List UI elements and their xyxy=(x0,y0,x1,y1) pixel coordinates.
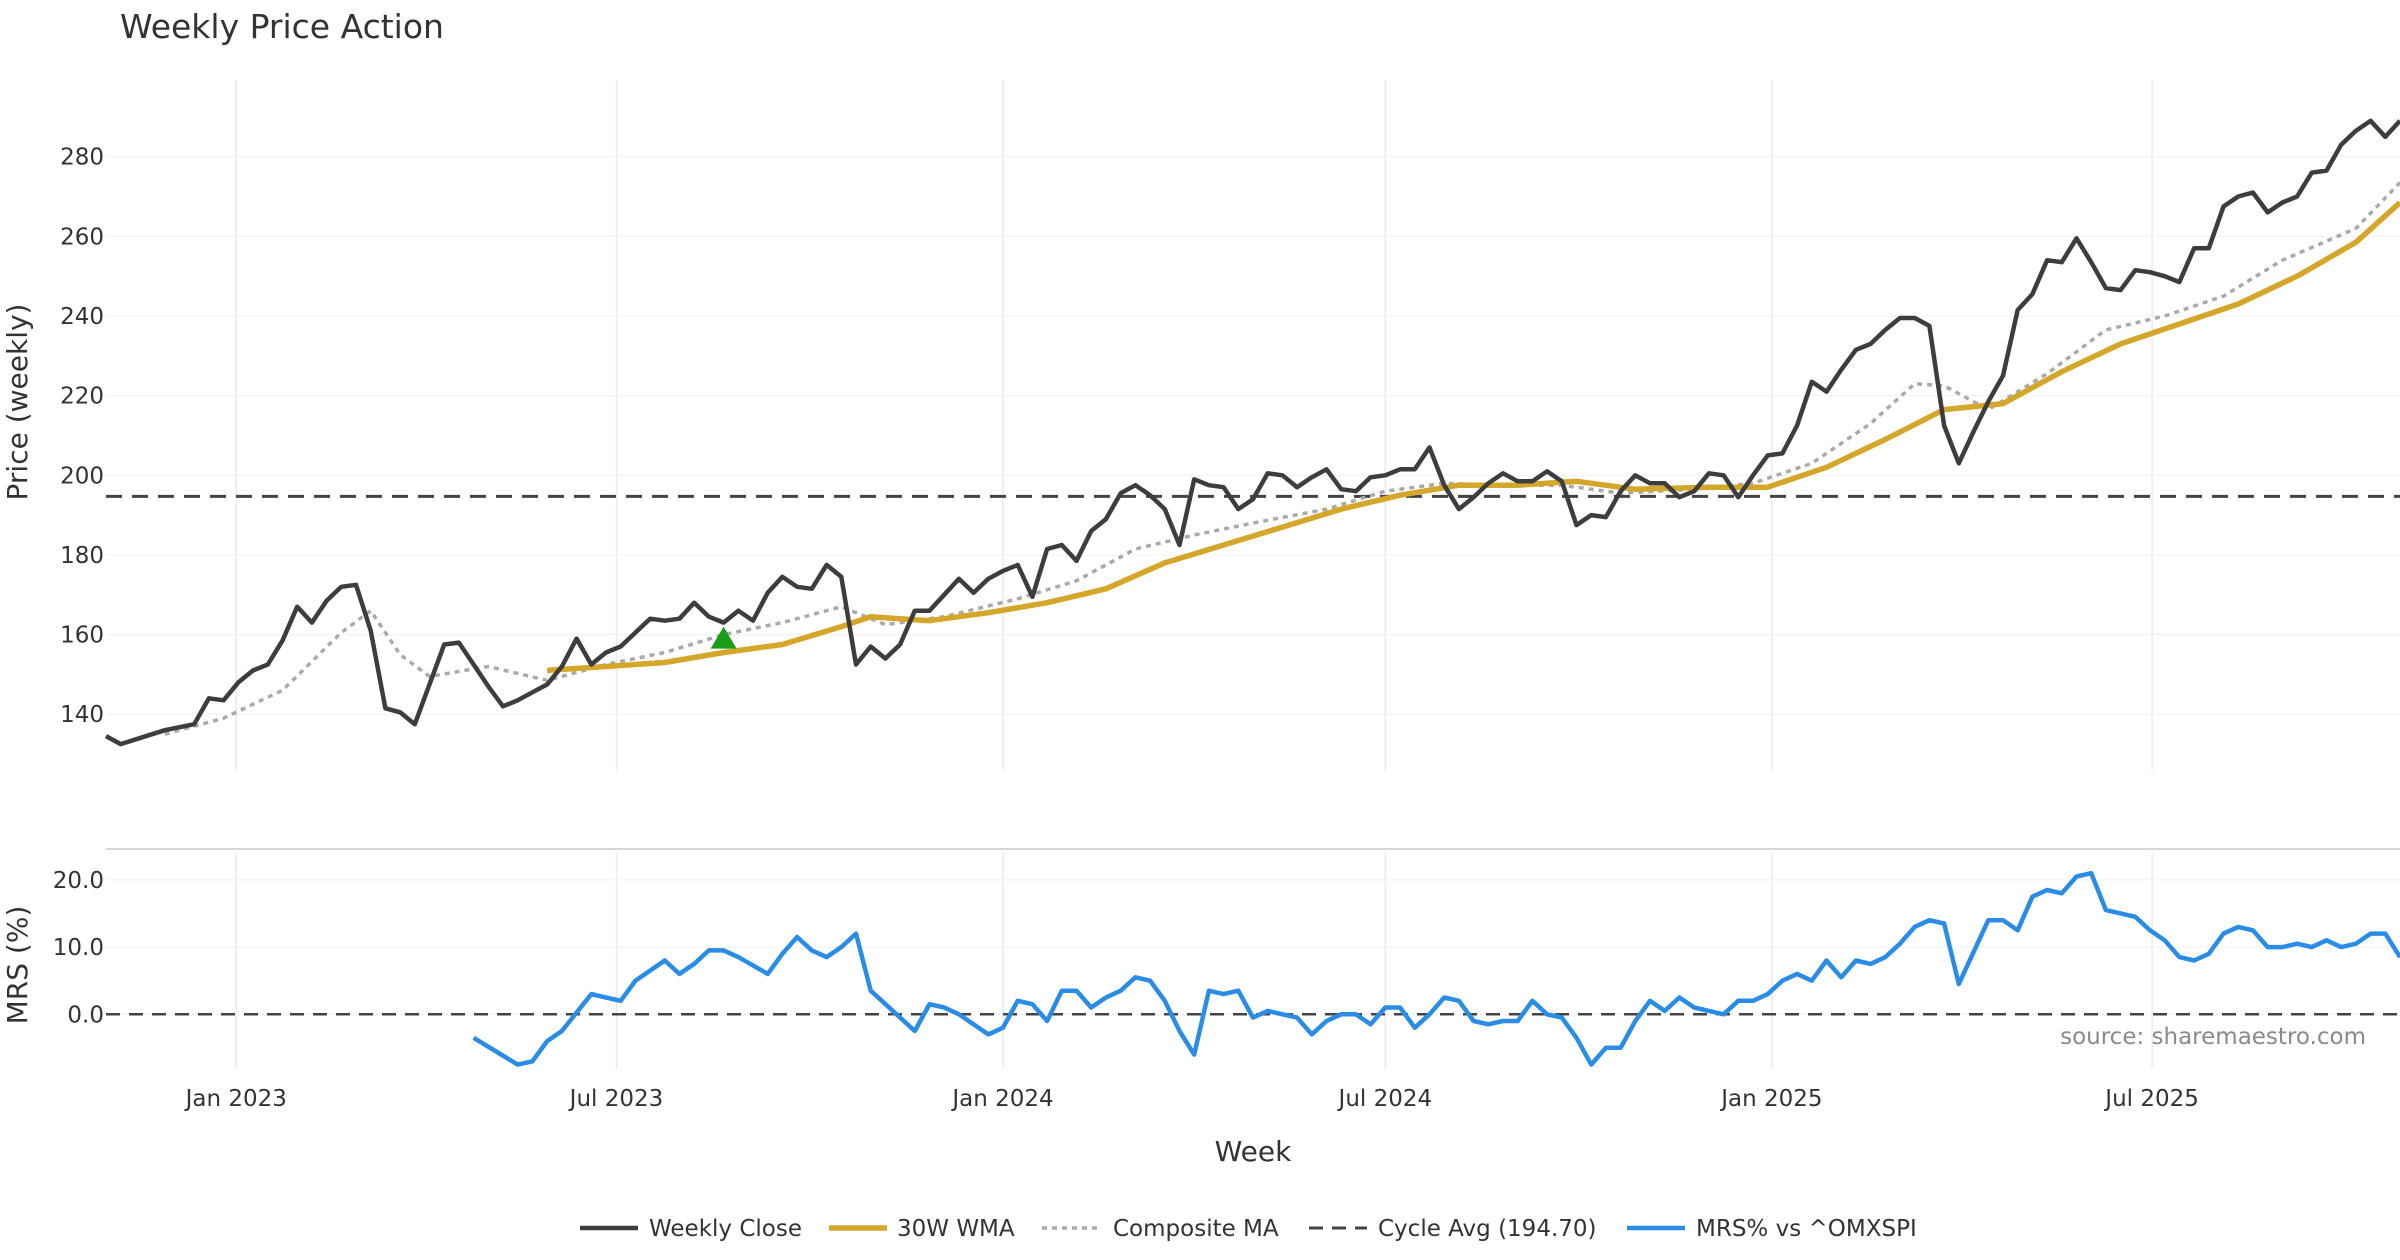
price-y-tick-label: 140 xyxy=(60,702,104,728)
price-axis-title: Price (weekly) xyxy=(1,304,34,501)
price-y-tick-label: 220 xyxy=(60,384,104,410)
mrs-y-tick-label: 0.0 xyxy=(67,1002,104,1028)
mrs-y-axis: 20.0 10.0 0.0 xyxy=(53,868,104,1028)
price-y-tick-label: 240 xyxy=(60,304,104,330)
price-y-axis: 140 160 180 200 220 240 260 280 xyxy=(60,145,104,729)
price-y-tick-label: 280 xyxy=(60,145,104,171)
x-axis: Jan 2023 Jul 2023 Jan 2024 Jul 2024 Jan 2025… xyxy=(184,1086,2199,1112)
price-y-tick-label: 180 xyxy=(60,543,104,569)
x-tick-label: Jan 2024 xyxy=(950,1086,1053,1112)
price-y-tick-label: 160 xyxy=(60,623,104,649)
mrs-series-layer xyxy=(106,870,2400,1067)
x-tick-label: Jan 2025 xyxy=(1719,1086,1822,1112)
price-series-layer xyxy=(104,118,2400,747)
price-grid xyxy=(106,80,2400,770)
legend: Weekly Close 30W WMA Composite MA Cycle Avg… xyxy=(580,1216,1917,1242)
legend-label-wma-30w: 30W WMA xyxy=(897,1216,1015,1242)
mrs-grid xyxy=(106,853,2400,1068)
x-tick-label: Jul 2023 xyxy=(568,1086,664,1112)
legend-label-cycle-avg: Cycle Avg (194.70) xyxy=(1378,1216,1597,1242)
mrs-axis-title: MRS (%) xyxy=(1,906,34,1025)
source-note: source: sharemaestro.com xyxy=(2060,1024,2366,1050)
price-y-tick-label: 200 xyxy=(60,463,104,489)
buy-signal-marker xyxy=(710,626,737,649)
weekly-close-line xyxy=(104,118,2400,747)
legend-label-composite-ma: Composite MA xyxy=(1113,1216,1279,1242)
chart-title: Weekly Price Action xyxy=(120,7,444,46)
legend-label-weekly-close: Weekly Close xyxy=(649,1216,802,1242)
legend-label-mrs: MRS% vs ^OMXSPI xyxy=(1696,1216,1917,1242)
x-axis-title: Week xyxy=(1215,1135,1292,1168)
price-y-tick-label: 260 xyxy=(60,224,104,250)
composite-ma-line xyxy=(164,181,2400,736)
x-tick-label: Jul 2024 xyxy=(1337,1086,1433,1112)
mrs-line xyxy=(472,870,2400,1067)
wma-30w-line xyxy=(547,200,2400,674)
x-tick-label: Jul 2025 xyxy=(2103,1086,2199,1112)
x-tick-label: Jan 2023 xyxy=(184,1086,287,1112)
mrs-y-tick-label: 10.0 xyxy=(53,935,104,961)
mrs-y-tick-label: 20.0 xyxy=(53,868,104,894)
